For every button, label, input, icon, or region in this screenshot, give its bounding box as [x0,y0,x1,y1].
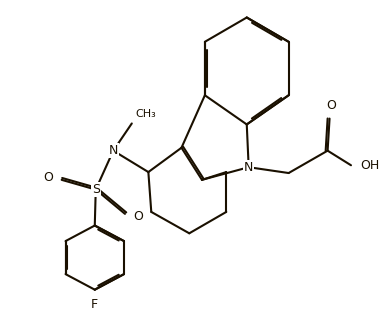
Text: N: N [108,144,118,157]
Text: F: F [91,298,98,311]
Text: O: O [133,210,143,223]
Text: N: N [244,161,253,174]
Text: CH₃: CH₃ [136,109,156,119]
Text: S: S [92,183,100,196]
Text: O: O [44,172,53,184]
Text: O: O [327,99,337,112]
Text: OH: OH [361,159,380,172]
